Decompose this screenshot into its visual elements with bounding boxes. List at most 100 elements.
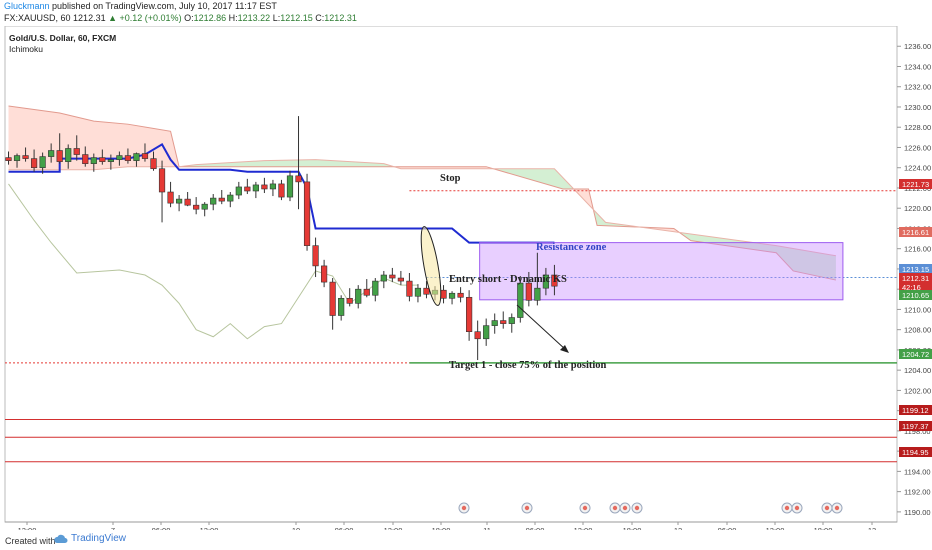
resistance-zone-box bbox=[479, 242, 844, 301]
y-tick-label: 1202.00 bbox=[904, 386, 931, 395]
x-tick-label: 06:00 bbox=[335, 526, 354, 530]
close-label: C: bbox=[315, 13, 325, 23]
y-tick-label: 1230.00 bbox=[904, 103, 931, 112]
y-tick-label: 1224.00 bbox=[904, 164, 931, 173]
candlesticks bbox=[5, 116, 558, 361]
x-tick-label: 06:00 bbox=[718, 526, 737, 530]
candle-body bbox=[303, 181, 311, 246]
x-tick-label: 12 bbox=[674, 526, 682, 530]
author-link[interactable]: Gluckmann bbox=[4, 1, 50, 11]
price-chart[interactable]: Stop Resistance zone Entry short - Dynamic… bbox=[0, 26, 932, 530]
target-arrow-head bbox=[560, 345, 569, 353]
high-label: H: bbox=[228, 13, 238, 23]
price-badge-label: 1216.61 bbox=[902, 228, 929, 237]
y-tick-label: 1208.00 bbox=[904, 326, 931, 335]
candle-body bbox=[5, 157, 12, 161]
candle-body bbox=[346, 297, 353, 304]
price-badge-label: 1213.15 bbox=[902, 265, 929, 274]
candle-body bbox=[534, 287, 541, 301]
candle-body bbox=[269, 183, 277, 190]
candle-body bbox=[338, 297, 345, 316]
tradingview-brand: TradingView bbox=[71, 533, 127, 544]
x-tick-label: 13 bbox=[868, 526, 876, 530]
candle-body bbox=[244, 186, 251, 192]
y-tick-label: 1204.00 bbox=[904, 366, 931, 375]
candle-body bbox=[13, 155, 21, 161]
x-tick-label: 12:00 bbox=[200, 526, 219, 530]
low-value: 1212.15 bbox=[280, 13, 313, 23]
indicator-label: Ichimoku bbox=[9, 44, 43, 54]
entry-annotation: Entry short - Dynamic KS bbox=[449, 274, 567, 285]
candle-body bbox=[312, 245, 319, 267]
candle-body bbox=[261, 184, 268, 190]
publish-text: published on TradingView.com, July 10, 2… bbox=[49, 1, 277, 11]
candle-body bbox=[116, 155, 123, 160]
tradingview-logo[interactable]: TradingView bbox=[54, 533, 126, 544]
candle-body bbox=[406, 280, 413, 297]
candle-body bbox=[193, 204, 200, 210]
event-flag-icon bbox=[834, 505, 840, 511]
candle-body bbox=[124, 155, 132, 161]
y-tick-label: 1226.00 bbox=[904, 143, 931, 152]
candle-body bbox=[278, 183, 285, 198]
y-tick-label: 1192.00 bbox=[904, 488, 931, 497]
candle-body bbox=[321, 265, 328, 283]
horizontal-levels bbox=[5, 190, 897, 463]
price-change: ▲ +0.12 (+0.01%) bbox=[108, 13, 182, 23]
candle-body bbox=[448, 292, 456, 299]
open-label: O: bbox=[184, 13, 194, 23]
price-badge bbox=[899, 179, 932, 189]
price-axis: 1236.00 1234.00 1232.00 1230.00 1228.00 1226.… bbox=[897, 42, 932, 517]
y-tick-label: 1228.00 bbox=[904, 123, 931, 132]
event-flag-icon bbox=[784, 505, 790, 511]
candle-body bbox=[474, 331, 481, 340]
candle-body bbox=[99, 157, 106, 162]
candle-body bbox=[65, 148, 72, 162]
candle-body bbox=[372, 280, 379, 296]
entry-highlight-ellipse bbox=[420, 226, 442, 306]
event-flag-icon bbox=[582, 505, 588, 511]
candle-body bbox=[252, 184, 259, 192]
candle-body bbox=[184, 198, 191, 206]
price-badge bbox=[899, 264, 932, 274]
cloud-icon bbox=[54, 534, 68, 543]
candle-body bbox=[210, 197, 217, 205]
candle-body bbox=[397, 277, 404, 282]
candle-body bbox=[551, 274, 558, 287]
candle-body bbox=[542, 274, 549, 289]
candle-body bbox=[355, 288, 362, 304]
candle-body bbox=[218, 197, 225, 202]
open-value: 1212.86 bbox=[193, 13, 227, 23]
candle-body bbox=[466, 296, 473, 332]
candle-body bbox=[56, 150, 63, 162]
candle-body bbox=[517, 282, 524, 318]
publish-info: Gluckmann published on TradingView.com, … bbox=[4, 1, 277, 12]
candle-body bbox=[295, 175, 302, 183]
price-badge bbox=[899, 227, 932, 237]
candle-body bbox=[141, 153, 149, 159]
candle-body bbox=[39, 156, 46, 169]
candle-body bbox=[286, 175, 294, 198]
resistance-zone-annotation: Resistance zone bbox=[536, 242, 607, 253]
y-tick-label: 1216.00 bbox=[904, 245, 931, 254]
price-badge bbox=[899, 273, 932, 283]
x-tick-label: 18:00 bbox=[432, 526, 451, 530]
price-badge bbox=[899, 349, 932, 359]
candle-body bbox=[90, 157, 97, 164]
candle-body bbox=[457, 292, 464, 298]
candle-body bbox=[329, 281, 336, 316]
candle-body bbox=[107, 159, 114, 162]
candle-body bbox=[167, 191, 174, 204]
event-flag-icon bbox=[622, 505, 628, 511]
price-badge bbox=[899, 421, 932, 431]
y-tick-label: 1194.00 bbox=[904, 467, 931, 476]
x-tick-label: 18:00 bbox=[623, 526, 642, 530]
candle-body bbox=[363, 288, 370, 296]
symbol-label: FX:XAUUSD, 60 bbox=[4, 13, 71, 23]
chart-title: Gold/U.S. Dollar, 60, FXCM bbox=[9, 33, 116, 43]
candle-body bbox=[440, 289, 447, 299]
price-badge-label: 1210.65 bbox=[902, 291, 929, 300]
price-badge-label: 1212.31 bbox=[902, 274, 929, 283]
event-flag-icon bbox=[612, 505, 618, 511]
x-tick-label: 12:00 bbox=[18, 526, 37, 530]
